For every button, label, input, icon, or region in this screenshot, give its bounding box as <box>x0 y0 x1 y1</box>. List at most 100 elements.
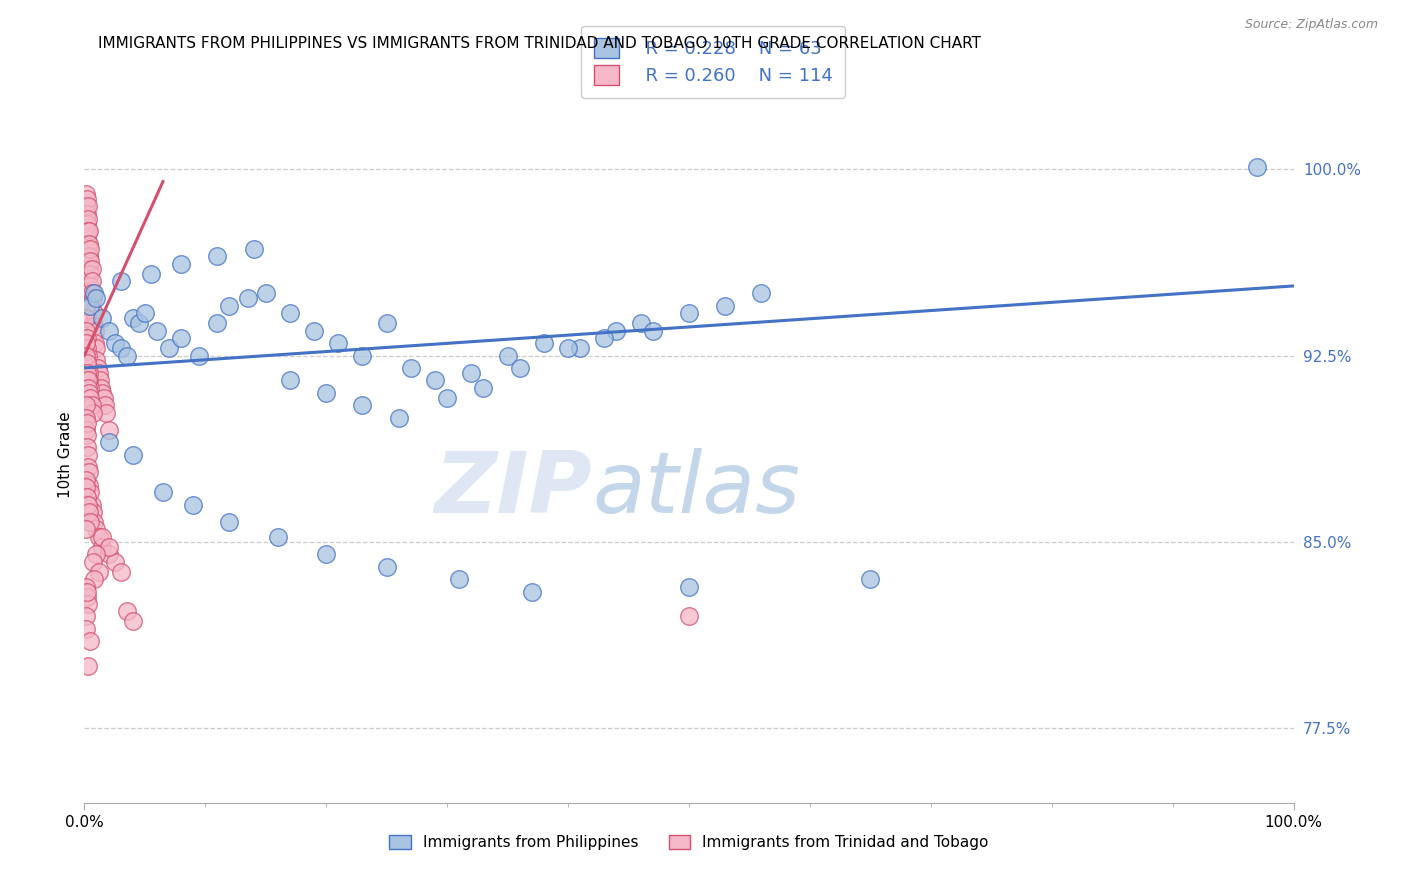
Point <box>77 249 100 263</box>
Point <box>77 236 100 251</box>
Point <box>388 410 411 425</box>
Point <box>436 391 458 405</box>
Point <box>76 441 98 455</box>
Point <box>75 249 97 263</box>
Point <box>76 242 98 256</box>
Point <box>76 356 98 370</box>
Point <box>859 572 882 586</box>
Point <box>76 584 98 599</box>
Point <box>77 349 100 363</box>
Point <box>121 311 143 326</box>
Point <box>146 324 169 338</box>
Point <box>83 515 105 529</box>
Point <box>86 547 108 561</box>
Point <box>76 207 98 221</box>
Point <box>678 306 700 320</box>
Point <box>104 336 127 351</box>
Point <box>79 391 101 405</box>
Point <box>75 336 97 351</box>
Point <box>94 406 117 420</box>
Point <box>80 286 103 301</box>
Point <box>76 490 98 504</box>
Point <box>75 423 97 437</box>
Point <box>79 634 101 648</box>
Point <box>375 559 398 574</box>
Point <box>79 267 101 281</box>
Y-axis label: 10th Grade: 10th Grade <box>58 411 73 499</box>
Point <box>76 217 98 231</box>
Point <box>152 485 174 500</box>
Point <box>678 609 700 624</box>
Point <box>91 530 114 544</box>
Point <box>170 331 193 345</box>
Point <box>77 385 100 400</box>
Point <box>533 336 555 351</box>
Point <box>75 349 97 363</box>
Point <box>302 324 325 338</box>
Point <box>139 267 162 281</box>
Point <box>76 590 98 604</box>
Point <box>170 256 193 270</box>
Point <box>79 254 101 268</box>
Point <box>77 477 100 491</box>
Point <box>630 316 652 330</box>
Point <box>90 381 112 395</box>
Point <box>75 274 97 288</box>
Point <box>75 398 97 412</box>
Point <box>75 609 97 624</box>
Point <box>77 460 100 475</box>
Point <box>83 306 105 320</box>
Point <box>91 311 114 326</box>
Point <box>77 381 100 395</box>
Point <box>751 286 773 301</box>
Point <box>80 261 103 276</box>
Point <box>110 565 132 579</box>
Point <box>76 341 98 355</box>
Point <box>79 279 101 293</box>
Point <box>79 485 101 500</box>
Point <box>399 360 422 375</box>
Point <box>75 199 97 213</box>
Point <box>242 242 264 256</box>
Point <box>77 366 100 380</box>
Point <box>157 341 180 355</box>
Point <box>278 373 301 387</box>
Point <box>77 199 100 213</box>
Point <box>104 555 127 569</box>
Point <box>75 311 97 326</box>
Point <box>121 448 143 462</box>
Point <box>315 547 337 561</box>
Point <box>82 505 104 519</box>
Point <box>82 316 104 330</box>
Point <box>86 353 108 368</box>
Point <box>76 331 98 345</box>
Point <box>75 622 97 636</box>
Point <box>75 186 97 201</box>
Point <box>79 381 101 395</box>
Point <box>87 530 110 544</box>
Point <box>509 360 531 375</box>
Point <box>75 261 97 276</box>
Point <box>496 349 519 363</box>
Point <box>76 192 98 206</box>
Point <box>80 274 103 288</box>
Legend: Immigrants from Philippines, Immigrants from Trinidad and Tobago: Immigrants from Philippines, Immigrants … <box>381 827 997 858</box>
Point <box>110 274 132 288</box>
Point <box>352 349 374 363</box>
Point <box>115 604 138 618</box>
Point <box>267 530 290 544</box>
Point <box>76 428 98 442</box>
Point <box>207 316 229 330</box>
Point <box>83 572 105 586</box>
Point <box>75 324 97 338</box>
Point <box>86 341 108 355</box>
Point <box>86 523 108 537</box>
Point <box>77 448 100 462</box>
Point <box>79 515 101 529</box>
Point <box>218 299 240 313</box>
Point <box>218 515 240 529</box>
Point <box>375 316 398 330</box>
Point <box>641 324 664 338</box>
Point <box>678 580 700 594</box>
Text: ZIP: ZIP <box>434 448 592 532</box>
